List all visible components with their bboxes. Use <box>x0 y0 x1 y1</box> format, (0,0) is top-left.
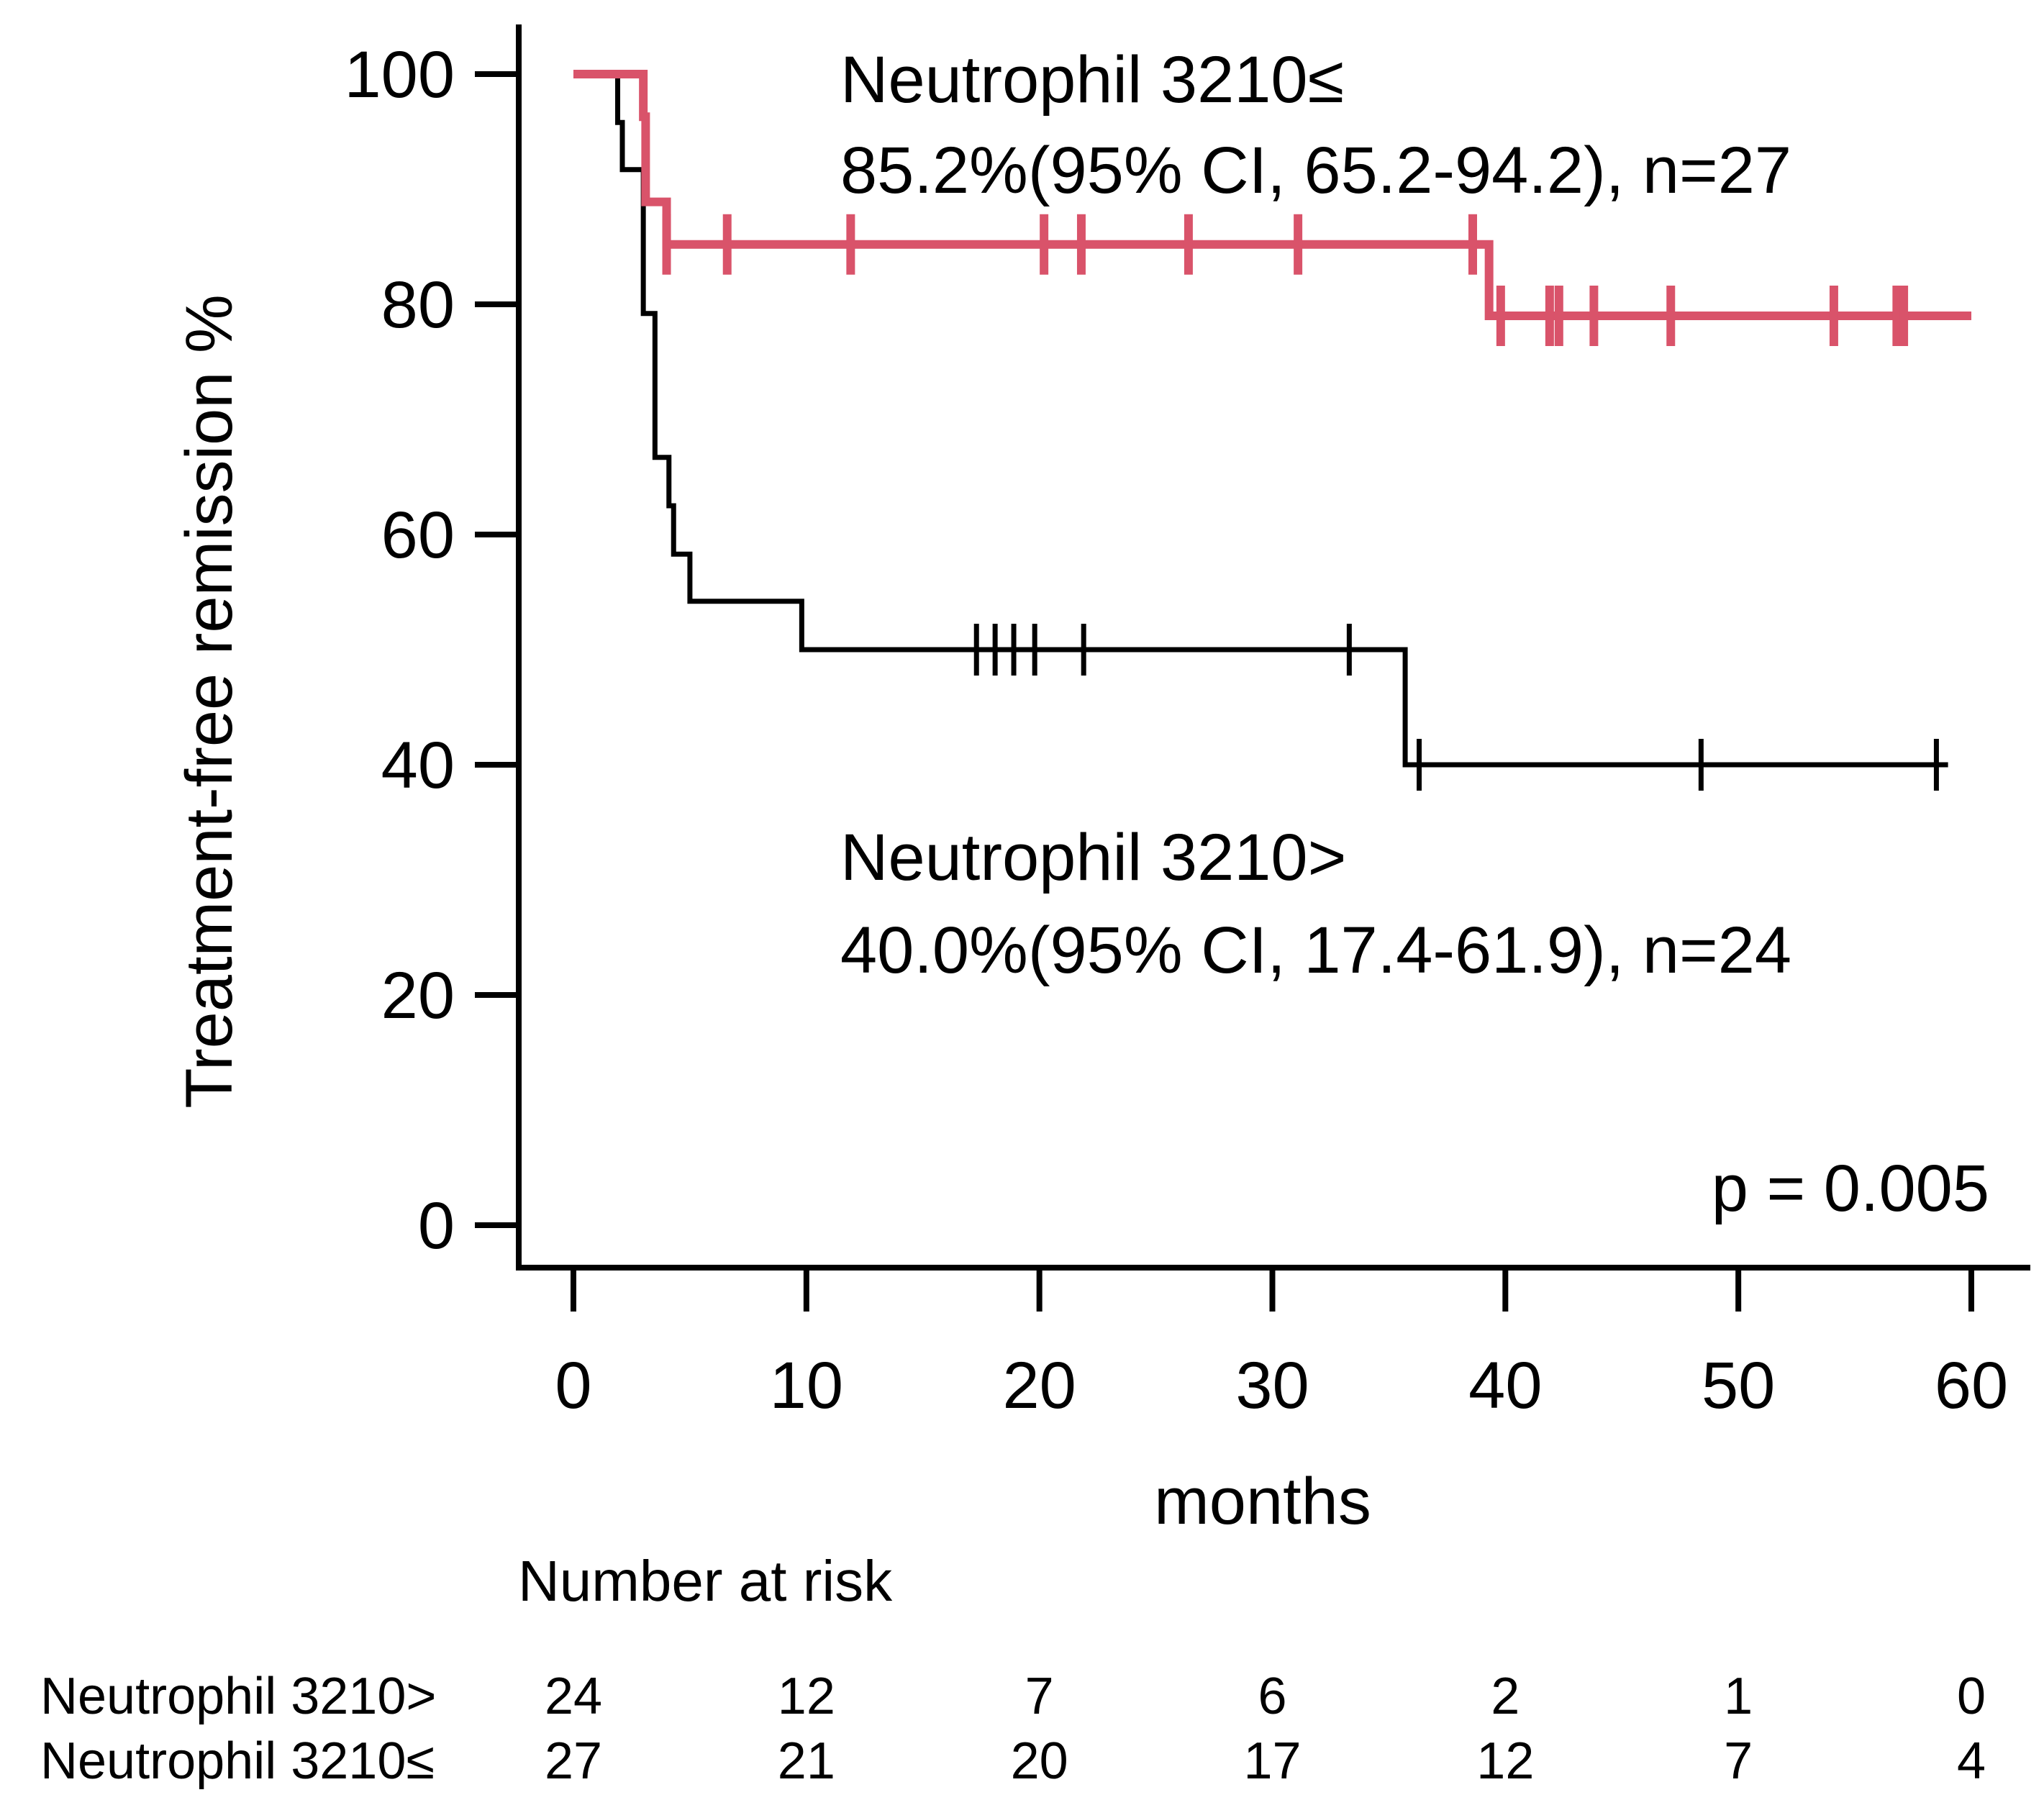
series-group <box>573 70 1971 346</box>
x-tick-label: 10 <box>770 1349 843 1422</box>
survival-curve-neutrophil-high <box>573 71 1948 768</box>
risk-count: 17 <box>1243 1732 1301 1790</box>
plot-axes <box>516 24 2030 1271</box>
series-label-high-neutrophil-line1: Neutrophil 3210≤ <box>840 43 1344 117</box>
risk-count: 21 <box>778 1732 835 1790</box>
risk-table-title: Number at risk <box>518 1549 893 1613</box>
risk-row-label: Neutrophil 3210≤ <box>40 1732 435 1790</box>
x-ticks: 0 10 20 30 40 50 60 <box>555 1268 2008 1422</box>
x-tick-label: 40 <box>1468 1349 1542 1422</box>
x-axis-label: months <box>1154 1465 1371 1538</box>
risk-count: 4 <box>1957 1732 1986 1790</box>
p-value: p = 0.005 <box>1712 1152 1989 1225</box>
risk-count: 2 <box>1491 1668 1520 1725</box>
risk-count: 12 <box>1476 1732 1534 1790</box>
series-label-high-neutrophil-line2: 85.2%(95% CI, 65.2-94.2), n=27 <box>840 134 1791 207</box>
y-tick-label: 0 <box>418 1189 455 1263</box>
risk-count: 6 <box>1258 1668 1286 1725</box>
risk-count: 24 <box>545 1668 602 1725</box>
x-tick-label: 0 <box>555 1349 591 1422</box>
risk-count: 0 <box>1957 1668 1986 1725</box>
risk-count: 7 <box>1724 1732 1753 1790</box>
survival-curve-neutrophil-low-or-equal <box>573 70 1971 320</box>
risk-count: 12 <box>778 1668 835 1725</box>
y-tick-label: 100 <box>345 38 455 112</box>
x-tick-label: 30 <box>1235 1349 1309 1422</box>
x-tick-label: 50 <box>1702 1349 1775 1422</box>
y-axis-label: Treatment-free remission % <box>173 294 246 1109</box>
series-label-low-neutrophil-line1: Neutrophil 3210> <box>840 821 1346 894</box>
y-tick-label: 20 <box>381 959 455 1032</box>
risk-count: 7 <box>1025 1668 1054 1725</box>
risk-row-label: Neutrophil 3210> <box>40 1668 436 1725</box>
risk-count: 27 <box>545 1732 602 1790</box>
y-tick-label: 60 <box>381 499 455 572</box>
series-label-low-neutrophil-line2: 40.0%(95% CI, 17.4-61.9), n=24 <box>840 914 1791 987</box>
x-tick-label: 20 <box>1002 1349 1076 1422</box>
y-tick-label: 40 <box>381 729 455 802</box>
y-ticks: 0 20 40 60 80 100 <box>345 38 519 1263</box>
series-group <box>573 71 1948 791</box>
risk-count: 20 <box>1011 1732 1068 1790</box>
survival-curves <box>573 70 1971 791</box>
risk-count: 1 <box>1724 1668 1753 1725</box>
y-tick-label: 80 <box>381 268 455 342</box>
x-tick-label: 60 <box>1935 1349 2008 1422</box>
